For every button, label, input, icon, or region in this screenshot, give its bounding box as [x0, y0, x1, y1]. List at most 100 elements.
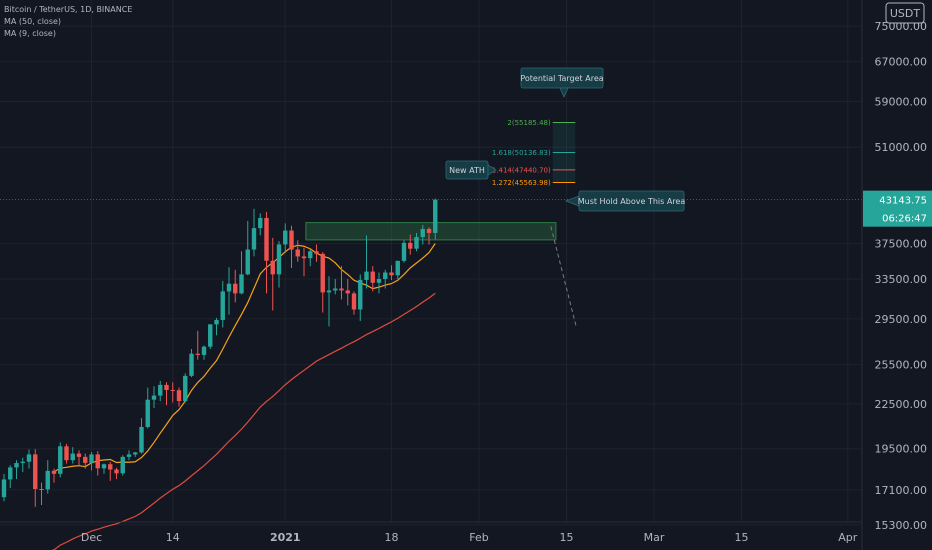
candle [39, 482, 44, 505]
candle-body [251, 228, 257, 250]
price-axis-label: 22500.00 [875, 398, 928, 411]
candle [364, 235, 369, 289]
candle-body [1, 479, 7, 498]
candle [233, 269, 238, 303]
candle-body [289, 230, 294, 250]
candle [395, 260, 400, 280]
candle-body [270, 260, 275, 275]
candle [26, 449, 32, 469]
candle-body [26, 454, 32, 462]
candle-body [308, 251, 313, 259]
candle-body [51, 470, 57, 474]
candle [351, 291, 357, 315]
countdown-timer: 06:26:47 [882, 214, 927, 225]
candle [258, 213, 263, 236]
price-axis-label: 51000.00 [875, 141, 928, 154]
candle-body [101, 464, 107, 469]
candle-body [20, 461, 25, 464]
candle [345, 279, 350, 306]
ma9-legend[interactable]: MA (9, close) [4, 29, 56, 38]
candle [245, 221, 250, 276]
currency-badge: USDT [885, 2, 925, 24]
ma9-line [53, 243, 436, 473]
time-axis-label: 14 [166, 531, 180, 544]
candle [289, 225, 294, 268]
candle [170, 382, 175, 403]
candle [208, 324, 213, 349]
ma9-path [53, 243, 436, 473]
candle-body [39, 489, 44, 491]
target-callout-text: Potential Target Area [520, 74, 603, 83]
candle-body [64, 446, 69, 461]
candle [145, 387, 150, 429]
time-axis-label: 15 [735, 531, 749, 544]
candle [276, 241, 282, 288]
new-ath-callout-pointer [487, 164, 497, 176]
time-axis[interactable]: Dec 14 2021 18 Feb 15 Mar 15 Apr [0, 521, 862, 544]
price-axis-label: 15300.00 [875, 519, 928, 532]
last-price-tag-box [863, 190, 932, 227]
candle [358, 274, 363, 322]
new-ath-callout-text: New ATH [449, 166, 485, 175]
time-axis-label: Feb [469, 531, 488, 544]
candle-body [45, 470, 50, 490]
candle [120, 455, 125, 476]
candle-body [420, 228, 425, 238]
ma50-legend[interactable]: MA (50, close) [4, 17, 62, 26]
candle-body [58, 446, 63, 474]
price-axis-label: 19500.00 [875, 443, 928, 456]
candle-body [208, 324, 213, 347]
candle-body [214, 319, 219, 325]
candle [239, 251, 244, 295]
currency-badge-text: USDT [890, 7, 921, 20]
price-axis-label: 25500.00 [875, 359, 928, 372]
candle-body [401, 242, 407, 261]
candle-body [201, 346, 207, 355]
candle-body [33, 454, 38, 490]
candle [220, 280, 225, 328]
candle [8, 465, 13, 489]
candle [64, 443, 69, 464]
currency-badge-box [885, 2, 925, 24]
candle [251, 208, 257, 257]
candle [320, 252, 325, 313]
fib-level-label-0: 2(55185.48) [507, 119, 551, 127]
candle [95, 451, 100, 476]
candle-body [14, 463, 19, 468]
price-axis[interactable]: 15300.00 17100.00 19500.00 22500.00 25500.00… [861, 0, 932, 550]
last-price-value: 43143.75 [879, 196, 927, 207]
candle-body [70, 453, 75, 461]
candle [408, 234, 413, 255]
candle [158, 381, 163, 402]
symbol-legend[interactable]: Bitcoin / TetherUS, 1D, BINANCE [4, 5, 133, 14]
candle-body [176, 390, 182, 402]
candle [133, 451, 138, 457]
candle-body [239, 274, 244, 294]
candle [414, 232, 419, 252]
time-axis-label: 15 [560, 531, 574, 544]
candle [426, 227, 432, 245]
new-ath-callout: New ATH [445, 160, 497, 180]
candle-body [370, 271, 375, 283]
fib-level-label-2: 1.414(47440.70) [492, 166, 551, 174]
hold-callout-text: Must Hold Above This Area [578, 197, 686, 206]
candle [101, 463, 107, 474]
candle-body [151, 395, 157, 400]
candle [333, 279, 338, 295]
candle [114, 467, 119, 480]
candle-body [83, 456, 88, 463]
candle-body [220, 291, 225, 320]
candle-body [314, 251, 319, 254]
candle [45, 460, 50, 494]
candle-body [183, 375, 188, 402]
candle [339, 266, 344, 300]
price-axis-label: 59000.00 [875, 95, 928, 108]
candle-body [351, 293, 357, 310]
candle [33, 449, 38, 507]
candle [389, 265, 394, 280]
candle [14, 460, 19, 480]
candle [51, 468, 57, 483]
last-price-tag: 43143.75 06:26:47 [863, 190, 932, 227]
candle [83, 453, 88, 469]
